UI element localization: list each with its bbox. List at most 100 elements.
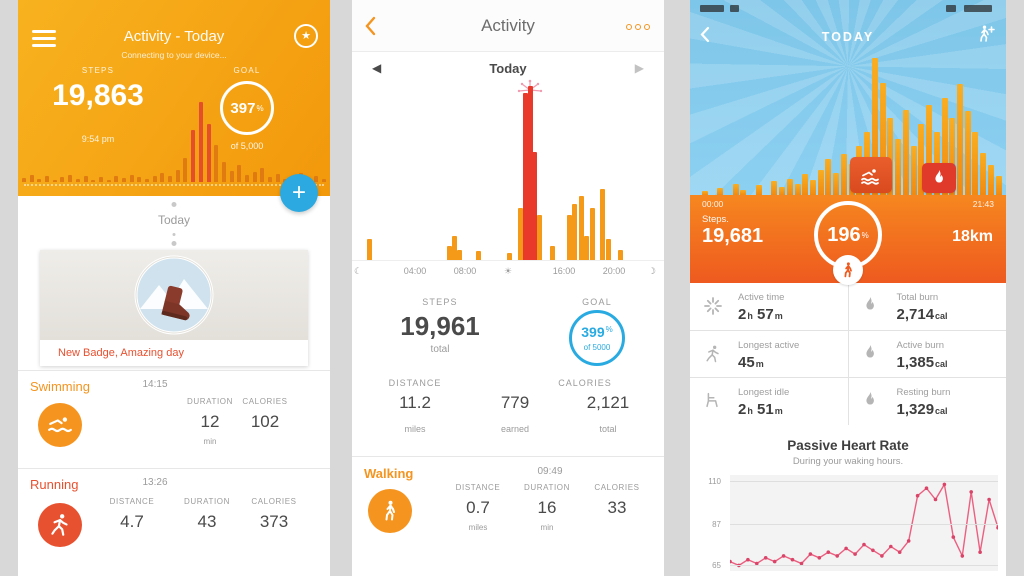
- swimming-activity-row[interactable]: Swimming 14:15 DURATION 12 min CALORIES …: [18, 370, 330, 468]
- badge-image: [40, 250, 308, 340]
- firework-icon: [515, 78, 545, 107]
- column-unit: min: [540, 523, 554, 532]
- end-time: 21:43: [972, 199, 994, 209]
- activity-title: Running: [30, 477, 79, 492]
- percent-sign: %: [861, 230, 869, 240]
- duration-column: DURATION 16 min: [505, 483, 589, 532]
- walking-activity-row[interactable]: Walking 09:49 DISTANCE 0.7 miles DURATIO…: [352, 456, 664, 576]
- flame-icon: [862, 391, 882, 411]
- flame-icon: [862, 344, 882, 364]
- column-label: DURATION: [187, 397, 233, 406]
- person-add-icon[interactable]: [976, 24, 996, 49]
- heart-rate-line: [730, 482, 998, 568]
- column-value: 0.7: [466, 498, 490, 517]
- stat-value: 2h 57m: [738, 306, 783, 323]
- percent-sign: %: [256, 103, 264, 113]
- page-title: Activity - Today: [123, 28, 225, 45]
- distance-value: 18km: [952, 228, 993, 245]
- stat-value: 2h 51m: [738, 401, 783, 419]
- chair-icon: [703, 391, 723, 411]
- walker-icon: [368, 489, 412, 533]
- heart-rate-section: Passive Heart Rate During your waking ho…: [690, 425, 1006, 576]
- timeline-dot: [171, 202, 177, 207]
- prev-day-button[interactable]: ◀: [372, 61, 381, 75]
- distance-unit: miles: [404, 424, 426, 434]
- activity-title: Walking: [364, 466, 414, 481]
- calories-column: CALORIES 33: [575, 483, 659, 523]
- column-value: 33: [607, 498, 627, 517]
- heart-rate-chart: 110 87 65: [698, 475, 998, 571]
- moon-icon: ☽: [647, 266, 656, 276]
- flame-badge-icon: [922, 163, 956, 193]
- column-value: 373: [259, 512, 289, 531]
- stat-total-burn: Total burn 2,714cal: [848, 283, 1006, 330]
- summary-band: 00:00 21:43 Steps. 19,681 18km 196%: [690, 195, 1006, 285]
- steps-sparkline-chart: [22, 102, 326, 182]
- column-label: CALORIES: [251, 497, 297, 506]
- hourly-steps-bar-chart[interactable]: [366, 79, 662, 260]
- steps-sub-label: total: [430, 344, 450, 355]
- goal-percent: 196: [827, 223, 861, 246]
- distance-label: DISTANCE: [388, 378, 442, 388]
- duration-column: DURATION 12 min: [168, 397, 252, 446]
- stat-value: 1,329cal: [896, 401, 948, 419]
- calories-earned-value: 779: [500, 393, 530, 412]
- activity-time: 13:26: [142, 477, 168, 488]
- steps-value: 19,961: [400, 311, 480, 341]
- activity-title: Swimming: [30, 379, 90, 394]
- column-label: CALORIES: [242, 397, 288, 406]
- star-badge-icon[interactable]: ★: [294, 24, 318, 48]
- calories-total-label: total: [599, 424, 617, 434]
- stat-label: Resting burn: [896, 387, 951, 399]
- chevron-left-icon: [700, 26, 710, 43]
- timeline-today-label: Today: [157, 213, 191, 227]
- axis-tick: 16:00: [552, 266, 576, 276]
- stat-value: 2,714cal: [896, 306, 948, 323]
- page-title: Activity: [481, 16, 535, 35]
- percent-sign: %: [605, 325, 613, 334]
- next-day-icon: ▶: [634, 61, 644, 75]
- steps-value: 19,681: [702, 225, 764, 247]
- next-day-button[interactable]: ▶: [635, 61, 644, 75]
- heart-rate-title: Passive Heart Rate: [787, 438, 909, 453]
- column-value: 4.7: [120, 512, 144, 531]
- heart-rate-plot: [730, 475, 998, 571]
- page-title: TODAY: [821, 30, 875, 44]
- moon-icon: ☾: [353, 266, 363, 276]
- goal-target: of 5000: [583, 343, 611, 352]
- distance-value: 11.2: [399, 393, 431, 412]
- add-activity-button[interactable]: +: [280, 174, 318, 212]
- prev-day-icon: ◀: [372, 61, 382, 75]
- activity-time: 09:49: [537, 466, 563, 477]
- column-unit: miles: [468, 523, 488, 532]
- steps-timestamp: 9:54 pm: [81, 134, 115, 144]
- timeline-dot: [171, 241, 177, 246]
- stat-value: 45m: [738, 353, 764, 371]
- activity-detail-header: Activity: [352, 0, 664, 52]
- column-value: 43: [197, 512, 217, 531]
- stat-resting-burn: Resting burn 1,329cal: [848, 378, 1006, 425]
- steps-label: STEPS: [81, 66, 115, 75]
- axis-tick: 20:00: [602, 266, 626, 276]
- stat-label: Longest idle: [738, 387, 790, 399]
- running-activity-row[interactable]: Running 13:26 DISTANCE 4.7 DURATION 43 C…: [18, 468, 330, 576]
- phone-screen-activity-detail: Activity ◀ Today ▶ ☾ 04:00 08:00 ☀: [352, 0, 664, 576]
- calories-column: CALORIES 102: [223, 397, 307, 432]
- back-button[interactable]: [700, 26, 710, 48]
- heart-rate-y-axis: 110 87 65: [708, 476, 721, 571]
- goal-percent: 397: [230, 99, 256, 117]
- timeline-dot: [172, 233, 176, 236]
- goal-label: GOAL: [582, 297, 612, 307]
- sparkle-icon: [703, 296, 723, 316]
- menu-icon[interactable]: [32, 30, 56, 47]
- time-axis: ☾ 04:00 08:00 ☀ 16:00 20:00 ☽: [352, 260, 664, 282]
- goal-progress-ring: 399% of 5000: [569, 310, 625, 366]
- overflow-menu-icon[interactable]: [626, 24, 650, 30]
- plus-icon: +: [291, 179, 306, 206]
- runner-icon: [38, 503, 82, 547]
- swimmer-icon: [38, 403, 82, 447]
- back-button[interactable]: [364, 16, 376, 41]
- connection-status: Connecting to your device...: [121, 50, 227, 60]
- new-badge-card[interactable]: New Badge, Amazing day: [40, 250, 308, 366]
